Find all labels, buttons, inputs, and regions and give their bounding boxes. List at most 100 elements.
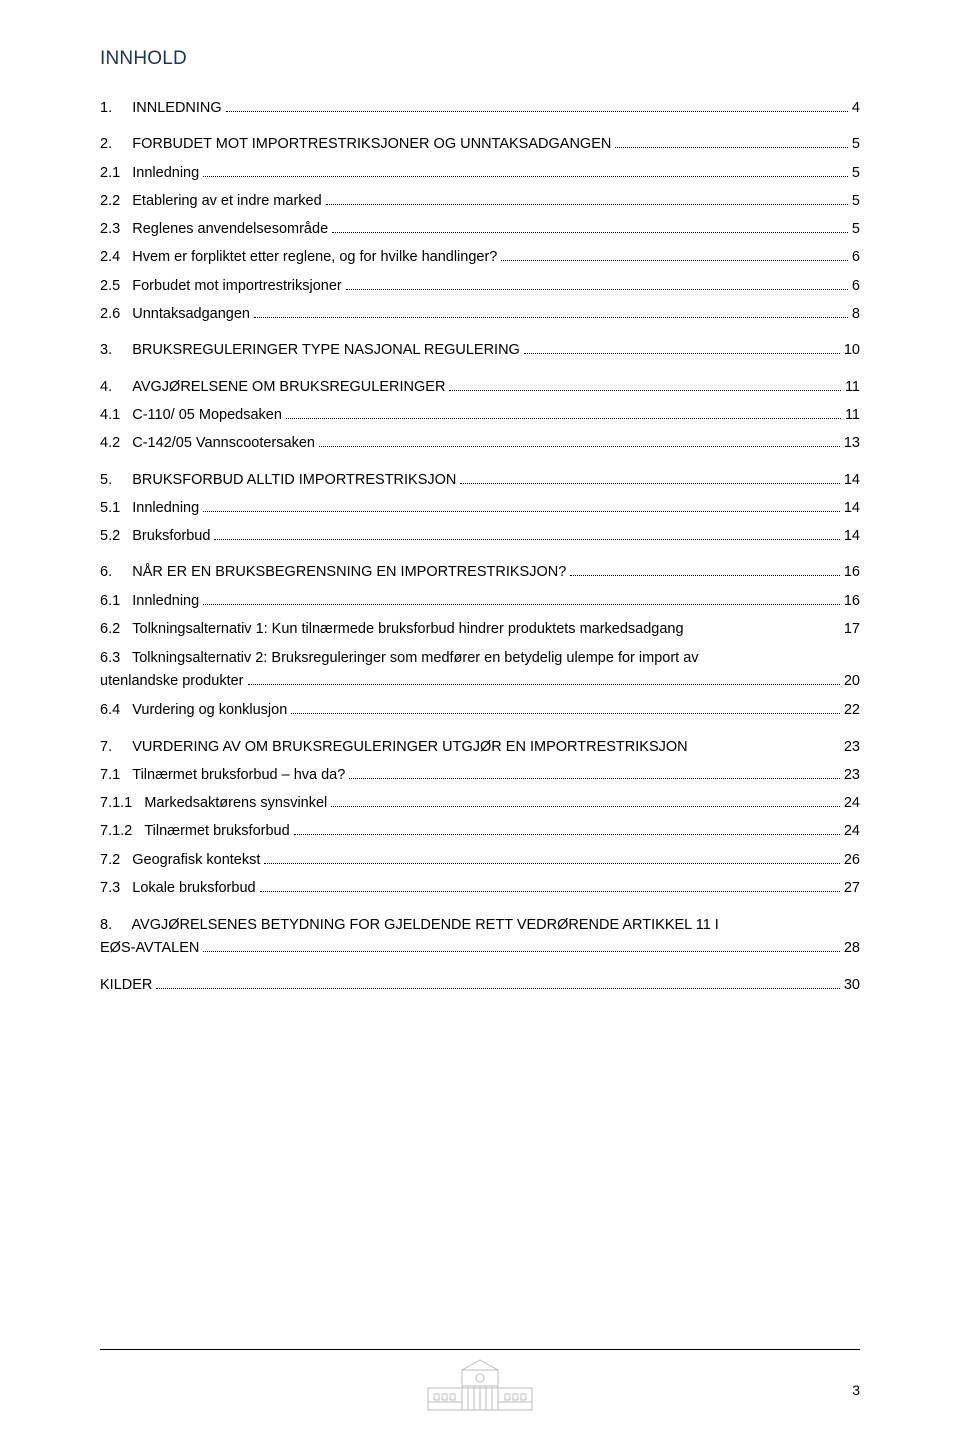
toc-leader bbox=[203, 604, 840, 605]
toc-entry-number: 8. bbox=[100, 917, 131, 933]
toc-entry-page: 30 bbox=[844, 975, 860, 995]
toc-leader bbox=[346, 289, 848, 290]
toc-entry: 7.1 Tilnærmet bruksforbud – hva da?23 bbox=[100, 765, 860, 785]
toc-entry: 7. VURDERING AV OM BRUKSREGULERINGER UTG… bbox=[100, 737, 860, 757]
toc-entry-number: 2.1 bbox=[100, 163, 132, 183]
toc-entry-number: 4.1 bbox=[100, 405, 132, 425]
toc-entry-label: Etablering av et indre marked bbox=[132, 191, 321, 211]
toc-entry-label: Markedsaktørens synsvinkel bbox=[144, 793, 327, 813]
toc-entry: 5. BRUKSFORBUD ALLTID IMPORTRESTRIKSJON1… bbox=[100, 470, 860, 490]
toc-entry: 8. AVGJØRELSENES BETYDNING FOR GJELDENDE… bbox=[100, 914, 860, 959]
toc-leader bbox=[260, 891, 840, 892]
toc-entry-label: NÅR ER EN BRUKSBEGRENSNING EN IMPORTREST… bbox=[132, 562, 566, 582]
toc-leader bbox=[248, 684, 840, 685]
toc-entry-label: Unntaksadgangen bbox=[132, 304, 250, 324]
page-number: 3 bbox=[852, 1382, 860, 1398]
toc-entry-page: 27 bbox=[844, 878, 860, 898]
toc-entry: KILDER 30 bbox=[100, 975, 860, 995]
toc-leader bbox=[449, 390, 841, 391]
toc-entry-page: 22 bbox=[844, 700, 860, 720]
toc-entry-label: Bruksforbud bbox=[132, 526, 210, 546]
toc-entry-label: C-142/05 Vannscootersaken bbox=[132, 433, 315, 453]
toc-entry-label: Innledning bbox=[132, 591, 199, 611]
toc-entry: 5.1 Innledning14 bbox=[100, 498, 860, 518]
toc-entry-number: 6.3 bbox=[100, 650, 132, 666]
toc-entry-number: 7.3 bbox=[100, 878, 132, 898]
toc-entry-label: Hvem er forpliktet etter reglene, og for… bbox=[132, 247, 497, 267]
toc-entry: 2.5 Forbudet mot importrestriksjoner6 bbox=[100, 276, 860, 296]
toc-entry-page: 26 bbox=[844, 850, 860, 870]
toc-entry-page: 24 bbox=[844, 821, 860, 841]
toc-entry: 2.4 Hvem er forpliktet etter reglene, og… bbox=[100, 247, 860, 267]
toc-entry: 2.1 Innledning5 bbox=[100, 163, 860, 183]
toc-entry-label: Vurdering og konklusjon bbox=[132, 700, 287, 720]
toc-entry-page: 23 bbox=[844, 737, 860, 757]
toc-entry: 2.3 Reglenes anvendelsesområde5 bbox=[100, 219, 860, 239]
toc-entry-number: 2.3 bbox=[100, 219, 132, 239]
toc-entry-label: C-110/ 05 Mopedsaken bbox=[132, 405, 282, 425]
toc-leader bbox=[501, 260, 848, 261]
toc-entry: 5.2 Bruksforbud14 bbox=[100, 526, 860, 546]
toc-entry-label: Innledning bbox=[132, 498, 199, 518]
toc-entry-page: 11 bbox=[845, 405, 860, 425]
building-logo-icon bbox=[426, 1358, 534, 1412]
toc-leader bbox=[332, 232, 848, 233]
toc-entry-label: BRUKSFORBUD ALLTID IMPORTRESTRIKSJON bbox=[132, 470, 456, 490]
toc-entry-number: 5.2 bbox=[100, 526, 132, 546]
toc-entry: 7.3 Lokale bruksforbud 27 bbox=[100, 878, 860, 898]
toc-entry-page: 8 bbox=[852, 304, 860, 324]
toc-entry-page: 13 bbox=[844, 433, 860, 453]
toc-entry: 4. AVGJØRELSENE OM BRUKSREGULERINGER11 bbox=[100, 377, 860, 397]
toc-entry-page: 10 bbox=[844, 340, 860, 360]
toc-entry-page: 28 bbox=[844, 937, 860, 959]
toc-leader bbox=[203, 176, 848, 177]
toc-leader bbox=[156, 988, 839, 989]
toc-leader bbox=[524, 353, 840, 354]
toc-entry-page: 17 bbox=[844, 619, 860, 639]
page-footer: 3 bbox=[100, 1349, 860, 1412]
toc-entry-page: 5 bbox=[852, 134, 860, 154]
toc-entry: 6.1 Innledning 16 bbox=[100, 591, 860, 611]
toc-container: 1. INNLEDNING 4 2. FORBUDET MOT IMPORTREST… bbox=[100, 98, 860, 996]
toc-entry-number: 7. bbox=[100, 737, 132, 757]
toc-entry-number: 6.1 bbox=[100, 591, 132, 611]
toc-entry-label: Lokale bruksforbud bbox=[132, 878, 255, 898]
toc-leader bbox=[460, 483, 839, 484]
toc-entry-number: 2. bbox=[100, 134, 132, 154]
toc-entry-label: VURDERING AV OM BRUKSREGULERINGER UTGJØR… bbox=[132, 737, 844, 757]
toc-leader bbox=[286, 418, 841, 419]
toc-entry-number: 7.1.1 bbox=[100, 793, 144, 813]
toc-entry: 6.3 Tolkningsalternativ 2: Bruksreguleri… bbox=[100, 647, 860, 692]
toc-entry-page: 16 bbox=[844, 591, 860, 611]
toc-entry-number: 5. bbox=[100, 470, 132, 490]
toc-entry-label: FORBUDET MOT IMPORTRESTRIKSJONER OG UNNT… bbox=[132, 134, 611, 154]
toc-leader bbox=[203, 951, 839, 952]
toc-leader bbox=[326, 204, 848, 205]
toc-entry-label: Tilnærmet bruksforbud bbox=[144, 821, 289, 841]
toc-entry-label: AVGJØRELSENES BETYDNING FOR GJELDENDE RE… bbox=[131, 917, 718, 933]
toc-entry-number: 4.2 bbox=[100, 433, 132, 453]
toc-entry: 3. BRUKSREGULERINGER TYPE NASJONAL REGUL… bbox=[100, 340, 860, 360]
toc-entry-label: Innledning bbox=[132, 163, 199, 183]
toc-entry-page: 5 bbox=[852, 219, 860, 239]
toc-entry-page: 5 bbox=[852, 191, 860, 211]
toc-entry-page: 4 bbox=[852, 98, 860, 118]
toc-entry-label: utenlandske produkter bbox=[100, 670, 244, 692]
toc-entry: 2.6 Unntaksadgangen8 bbox=[100, 304, 860, 324]
toc-leader bbox=[254, 317, 848, 318]
toc-entry: 4.2 C-142/05 Vannscootersaken 13 bbox=[100, 433, 860, 453]
toc-entry-label: INNLEDNING bbox=[132, 98, 221, 118]
toc-entry: 2. FORBUDET MOT IMPORTRESTRIKSJONER OG U… bbox=[100, 134, 860, 154]
toc-entry-number: 7.2 bbox=[100, 850, 132, 870]
toc-leader bbox=[226, 111, 848, 112]
toc-entry-number: 6.2 bbox=[100, 619, 132, 639]
toc-entry: 7.1.1 Markedsaktørens synsvinkel24 bbox=[100, 793, 860, 813]
toc-entry-number: 2.2 bbox=[100, 191, 132, 211]
toc-entry-number: 1. bbox=[100, 98, 132, 118]
toc-title: INNHOLD bbox=[100, 48, 860, 70]
toc-entry-number: 6. bbox=[100, 562, 132, 582]
toc-entry-label: KILDER bbox=[100, 975, 152, 995]
toc-entry: 6.2 Tolkningsalternativ 1: Kun tilnærmed… bbox=[100, 619, 860, 639]
toc-entry: 7.2 Geografisk kontekst26 bbox=[100, 850, 860, 870]
toc-entry-label: EØS-AVTALEN bbox=[100, 937, 199, 959]
